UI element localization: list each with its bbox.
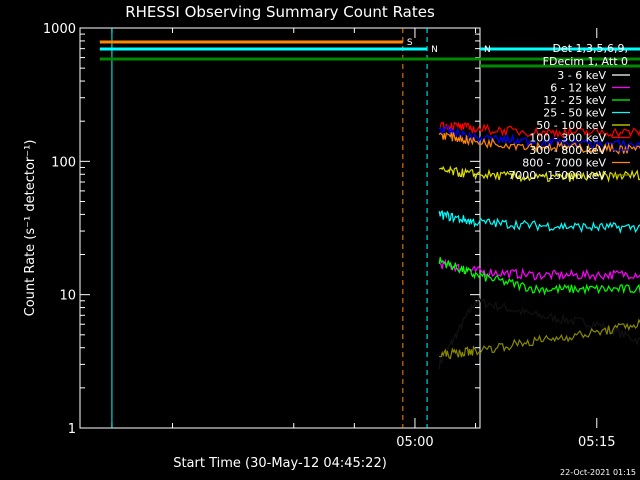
legend-label: 100 - 300 keV (529, 132, 606, 145)
plot-frame (79, 27, 481, 429)
y-tick-label: 100 (51, 155, 76, 170)
y-tick-label: 1 (68, 422, 76, 437)
legend-label: 50 - 100 keV (536, 119, 606, 132)
series-line (438, 295, 640, 370)
legend-header-1: Det 1,3,5,6,9, (552, 42, 628, 55)
x-tick-label: 05:00 (396, 435, 433, 450)
chart-title: RHESSI Observing Summary Count Rates (125, 3, 435, 21)
series-line (438, 257, 640, 296)
y-tick-label: 10 (59, 289, 76, 304)
legend-label: 300 - 800 keV (529, 144, 606, 157)
series-line (438, 165, 640, 183)
series-line (438, 125, 640, 151)
status-bar-label: N (484, 45, 491, 55)
legend-label: 6 - 12 keV (550, 82, 606, 95)
legend-label: 25 - 50 keV (543, 107, 606, 120)
status-bar-label: N (431, 45, 438, 55)
timestamp: 22-Oct-2021 01:15 (560, 468, 636, 477)
vertical-markers (111, 28, 428, 428)
series-line (438, 258, 640, 282)
status-bars: SNNRD0RD6 (99, 38, 640, 68)
x-axis-label: Start Time (30-May-12 04:45:22) (173, 456, 387, 471)
series-lines (438, 121, 640, 370)
y-axis: 1 10 100 1000 (43, 22, 480, 437)
legend-label: 800 - 7000 keV (522, 157, 606, 170)
x-tick-label: 05:15 (578, 435, 615, 450)
legend-header-2: FDecim 1, Att 0 (543, 55, 628, 68)
status-bar-label: S (407, 38, 413, 48)
series-line (438, 318, 640, 360)
legend-label: 12 - 25 keV (543, 94, 606, 107)
legend-label: 7000 - 15000 keV (508, 169, 606, 182)
legend-label: 3 - 6 keV (557, 69, 606, 82)
series-line (439, 121, 640, 139)
legend: Det 1,3,5,6,9, FDecim 1, Att 0 3 - 6 keV… (508, 42, 630, 182)
series-line (438, 210, 640, 235)
y-tick-label: 1000 (43, 22, 76, 37)
series-line (438, 131, 640, 155)
y-axis-label: Count Rate (s⁻¹ detector⁻¹) (23, 140, 38, 317)
